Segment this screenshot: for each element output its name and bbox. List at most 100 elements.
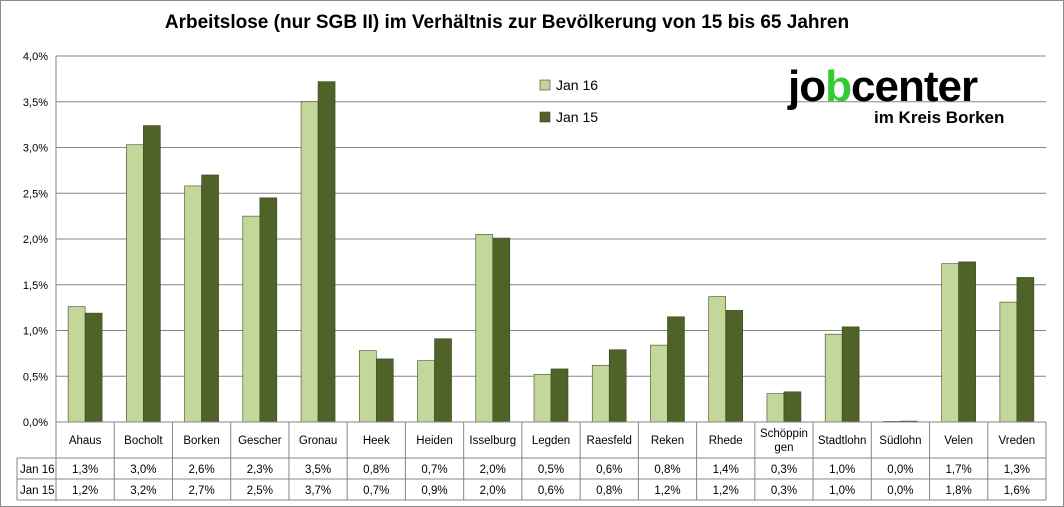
category-label: Heiden (416, 435, 452, 447)
logo-part-b: b (825, 62, 852, 111)
y-axis: 0,0% 0,5% 1,0% 1,5% 2,0% 2,5% 3,0% 3,5% 4,0% (23, 51, 57, 429)
category-label: Legden (532, 435, 570, 447)
bar (184, 185, 202, 423)
category-label: Velen (944, 435, 973, 447)
data-label: 0,0% (887, 464, 913, 476)
y-tick-label: 2,5% (23, 188, 48, 200)
data-label: 2,0% (480, 485, 506, 497)
bar (1016, 277, 1035, 423)
bar (708, 296, 727, 423)
bar (783, 391, 802, 423)
jobcenter-logo: jobcenter im Kreis Borken (788, 62, 1038, 132)
legend-swatch (539, 111, 551, 123)
category-label: Isselburg (469, 435, 516, 447)
data-label: 3,0% (130, 464, 156, 476)
bar (375, 358, 394, 423)
bar (725, 310, 744, 423)
bar (317, 81, 336, 423)
data-label: 0,3% (771, 485, 797, 497)
category-label: Stadtlohn (818, 435, 867, 447)
bar (941, 263, 959, 423)
data-label: 3,2% (130, 485, 156, 497)
data-label: 0,5% (538, 464, 564, 476)
y-tick-label: 4,0% (23, 51, 48, 63)
logo-part-center: center (851, 62, 978, 111)
bar (358, 350, 377, 423)
data-label: 1,4% (713, 464, 739, 476)
y-tick-label: 3,0% (23, 143, 48, 155)
data-label: 2,6% (188, 464, 214, 476)
data-label: 1,2% (654, 485, 680, 497)
data-label: 0,8% (596, 485, 622, 497)
table-series-name: Jan 16 (20, 464, 55, 476)
data-label: 0,6% (596, 464, 622, 476)
data-label: 2,5% (247, 485, 273, 497)
bar (766, 393, 785, 423)
data-label: 0,7% (421, 464, 447, 476)
data-label: 2,7% (188, 485, 214, 497)
category-label: Bocholt (124, 435, 163, 447)
y-tick-label: 1,5% (23, 280, 48, 292)
category-label: Südlohn (879, 435, 921, 447)
bar (591, 364, 610, 423)
category-label: Borken (183, 435, 219, 447)
data-label: 0,9% (421, 485, 447, 497)
category-label: Raesfeld (587, 435, 632, 447)
data-label: 1,3% (72, 464, 98, 476)
bar (259, 197, 278, 423)
data-label: 2,0% (480, 464, 506, 476)
y-tick-label: 0,5% (23, 371, 48, 383)
data-label: 1,0% (829, 485, 855, 497)
bar (84, 312, 103, 423)
data-label: 1,0% (829, 464, 855, 476)
category-label: Gescher (238, 435, 282, 447)
bar (999, 301, 1018, 423)
bar (650, 344, 668, 423)
data-label: 1,8% (946, 485, 972, 497)
category-label: Vreden (999, 435, 1036, 447)
data-label: 0,0% (887, 485, 913, 497)
bar (126, 144, 144, 423)
data-label: 1,2% (713, 485, 739, 497)
bar (475, 234, 494, 423)
bar (242, 215, 261, 423)
bars (67, 81, 1035, 423)
bar (434, 338, 452, 423)
y-tick-label: 1,0% (23, 326, 48, 338)
category-label: gen (774, 442, 793, 454)
category-label: Heek (363, 435, 390, 447)
category-label: Reken (651, 435, 684, 447)
chart-title: Arbeitslose (nur SGB II) im Verhältnis z… (164, 12, 850, 33)
bar (958, 261, 976, 423)
logo-subtitle: im Kreis Borken (874, 108, 1005, 127)
bar (492, 237, 511, 423)
bar (67, 306, 86, 423)
bar (417, 360, 435, 423)
y-tick-label: 3,5% (23, 97, 48, 109)
data-table: Ahaus Bocholt Borken Gescher Gronau Heek Heide… (16, 421, 1047, 501)
data-label: 1,6% (1004, 485, 1030, 497)
data-label: 0,8% (363, 464, 389, 476)
data-label: 2,3% (247, 464, 273, 476)
legend: Jan 16 Jan 15 (539, 77, 598, 125)
bar (608, 349, 627, 423)
legend-label: Jan 16 (556, 77, 598, 93)
gridlines (56, 55, 1046, 423)
data-label: 1,2% (72, 485, 98, 497)
bar (300, 101, 319, 423)
category-label: Rhede (709, 435, 743, 447)
bar (667, 316, 685, 423)
y-tick-label: 2,0% (23, 234, 48, 246)
category-label: Ahaus (69, 435, 102, 447)
data-label: 0,6% (538, 485, 564, 497)
legend-swatch (539, 79, 551, 91)
data-label: 1,3% (1004, 464, 1030, 476)
bar (201, 174, 219, 423)
bar (550, 368, 569, 423)
logo-part-jo: jo (788, 62, 826, 111)
logo-wordmark: jobcenter (788, 62, 978, 112)
data-label: 0,8% (654, 464, 680, 476)
table-series-name: Jan 15 (20, 485, 55, 497)
data-label: 3,7% (305, 485, 331, 497)
